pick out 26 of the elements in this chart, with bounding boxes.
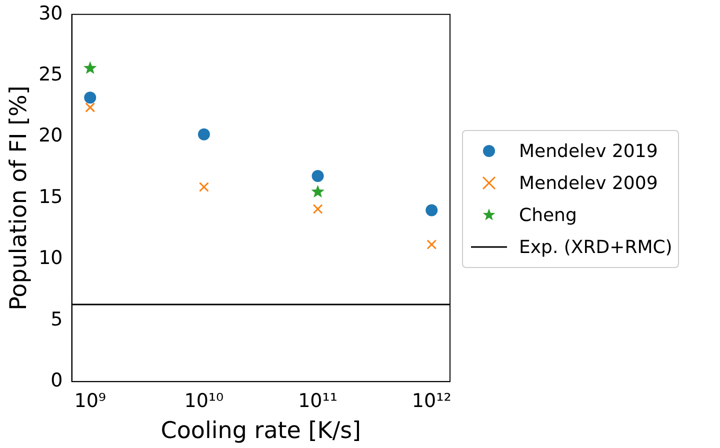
point [198,128,210,140]
y-tick-label: 25 [38,64,63,86]
legend-label: Exp. (XRD+RMC) [519,236,672,258]
point [84,92,96,104]
y-tick-label: 20 [38,124,63,147]
y-tick-label: 15 [38,186,63,208]
point [312,170,324,182]
legend-label: Cheng [519,204,577,226]
y-tick-label: 30 [38,2,63,24]
y-tick-label: 10 [38,247,63,270]
y-tick-label: 0 [50,370,63,392]
y-tick-label: 5 [50,308,63,330]
point [426,204,438,216]
point [198,182,209,192]
x-tick-label: 10¹² [412,390,452,412]
y-axis-title: Population of FI [%] [6,86,32,310]
point [426,240,437,250]
point [312,204,323,214]
legend-label: Mendelev 2019 [519,140,658,162]
x-tick-label: 10¹¹ [298,390,338,412]
x-tick-label: 10⁹ [74,390,106,412]
legend-label: Mendelev 2009 [519,172,658,194]
point [85,102,96,112]
x-axis-title: Cooling rate [K/s] [160,418,362,444]
x-tick-label: 10¹⁰ [184,390,224,412]
point [83,61,97,74]
